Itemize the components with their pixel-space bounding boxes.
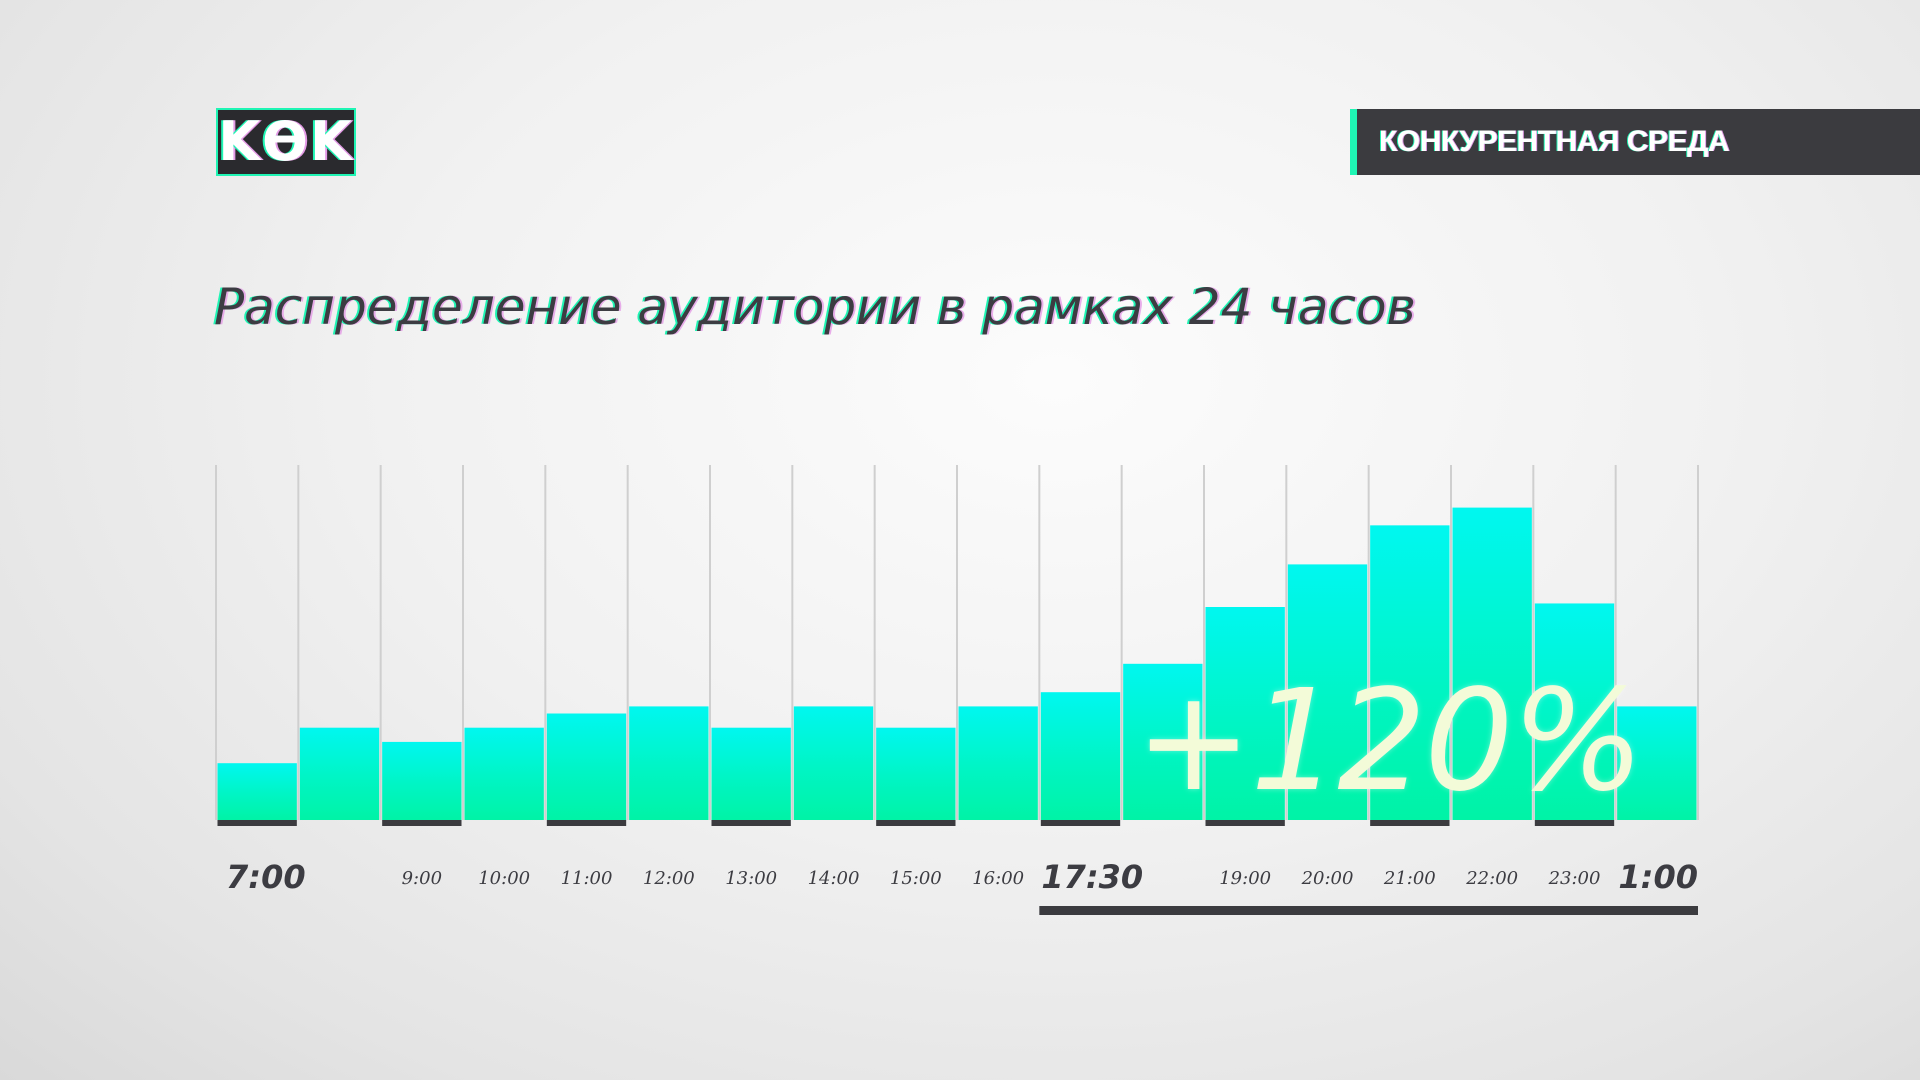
bar-8:00 xyxy=(299,727,380,820)
bar-11:00 xyxy=(546,713,627,820)
chart-tick-labels: 7:00 9:00 10:00 11:00 12:00 13:00 14:00 15:00 16… xyxy=(226,858,1698,896)
baseline-segment xyxy=(1534,820,1615,826)
section-label: КОНКУРЕНТНАЯ СРЕДА xyxy=(1379,125,1730,158)
bar-20:00 xyxy=(1287,564,1368,820)
tick-label: 11:00 xyxy=(561,868,613,889)
bar-16:00 xyxy=(958,706,1038,820)
bar-14:00 xyxy=(793,706,874,820)
bar-23:00 xyxy=(1534,603,1615,820)
tick-label: 12:00 xyxy=(643,868,695,889)
baseline-segment xyxy=(876,820,956,826)
bar-17:30 xyxy=(1040,692,1121,820)
channel-logo: KƟK xyxy=(216,108,356,176)
tick-label: 20:00 xyxy=(1301,868,1354,889)
tick-label: 9:00 xyxy=(402,868,442,889)
baseline-segment xyxy=(1370,820,1450,826)
tick-label: 22:00 xyxy=(1465,868,1518,889)
chart-baseline-segments xyxy=(217,820,1615,826)
tick-label: 14:00 xyxy=(808,868,860,889)
bar-21:00 xyxy=(1370,525,1450,820)
bar-18:00 xyxy=(1123,663,1203,820)
chart-title: Распределение аудитории в рамках 24 часо… xyxy=(214,278,1417,336)
highlight-range-bar xyxy=(1039,906,1698,915)
baseline-segment xyxy=(711,820,791,826)
baseline-segment xyxy=(546,820,627,826)
bar-10:00 xyxy=(464,727,544,820)
tick-label: 21:00 xyxy=(1383,868,1436,889)
tick-label: 15:00 xyxy=(890,868,942,889)
baseline-segment xyxy=(1040,820,1121,826)
tick-label: 19:00 xyxy=(1219,868,1271,889)
chart-bars xyxy=(217,507,1697,820)
tick-label: 1:00 xyxy=(1618,858,1698,896)
bar-12:00 xyxy=(629,706,709,820)
tick-label: 13:00 xyxy=(725,868,777,889)
bar-15:00 xyxy=(876,727,956,820)
tick-label: 16:00 xyxy=(972,868,1024,889)
baseline-segment xyxy=(217,820,297,826)
growth-annotation: +120% xyxy=(1135,660,1645,823)
bar-0:00 xyxy=(1617,706,1697,820)
tick-label: 17:30 xyxy=(1041,858,1143,896)
bar-22:00 xyxy=(1452,507,1532,820)
tick-label: 23:00 xyxy=(1548,868,1601,889)
tick-label: 10:00 xyxy=(478,868,530,889)
logo-text: KƟK xyxy=(218,110,354,173)
bar-7:00 xyxy=(217,763,297,820)
chart-gridlines xyxy=(215,465,1699,820)
bar-9:00 xyxy=(382,741,462,820)
baseline-segment xyxy=(382,820,462,826)
tick-label: 7:00 xyxy=(226,858,306,896)
bar-19:00 xyxy=(1205,607,1285,820)
bar-13:00 xyxy=(711,727,791,820)
section-badge: КОНКУРЕНТНАЯ СРЕДА xyxy=(1350,109,1920,175)
baseline-segment xyxy=(1205,820,1285,826)
